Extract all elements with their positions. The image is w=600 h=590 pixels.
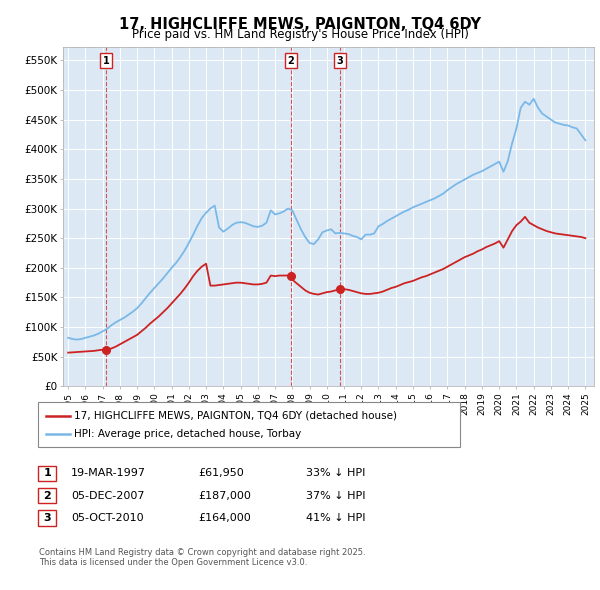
Text: 2: 2 <box>287 55 294 65</box>
Text: 3: 3 <box>44 513 51 523</box>
Text: 3: 3 <box>337 55 343 65</box>
Text: 37% ↓ HPI: 37% ↓ HPI <box>306 491 365 500</box>
Text: 1: 1 <box>44 468 51 478</box>
Text: 17, HIGHCLIFFE MEWS, PAIGNTON, TQ4 6DY (detached house): 17, HIGHCLIFFE MEWS, PAIGNTON, TQ4 6DY (… <box>74 411 397 421</box>
Text: 2: 2 <box>44 491 51 500</box>
Text: 17, HIGHCLIFFE MEWS, PAIGNTON, TQ4 6DY: 17, HIGHCLIFFE MEWS, PAIGNTON, TQ4 6DY <box>119 17 481 31</box>
Text: 05-OCT-2010: 05-OCT-2010 <box>71 513 143 523</box>
Text: £187,000: £187,000 <box>198 491 251 500</box>
Text: 05-DEC-2007: 05-DEC-2007 <box>71 491 145 500</box>
Text: Contains HM Land Registry data © Crown copyright and database right 2025.
This d: Contains HM Land Registry data © Crown c… <box>39 548 365 567</box>
Text: HPI: Average price, detached house, Torbay: HPI: Average price, detached house, Torb… <box>74 428 301 438</box>
Text: Price paid vs. HM Land Registry's House Price Index (HPI): Price paid vs. HM Land Registry's House … <box>131 28 469 41</box>
Text: 1: 1 <box>103 55 110 65</box>
Text: 41% ↓ HPI: 41% ↓ HPI <box>306 513 365 523</box>
Text: £61,950: £61,950 <box>198 468 244 478</box>
Text: 19-MAR-1997: 19-MAR-1997 <box>71 468 146 478</box>
Text: 33% ↓ HPI: 33% ↓ HPI <box>306 468 365 478</box>
Text: £164,000: £164,000 <box>198 513 251 523</box>
